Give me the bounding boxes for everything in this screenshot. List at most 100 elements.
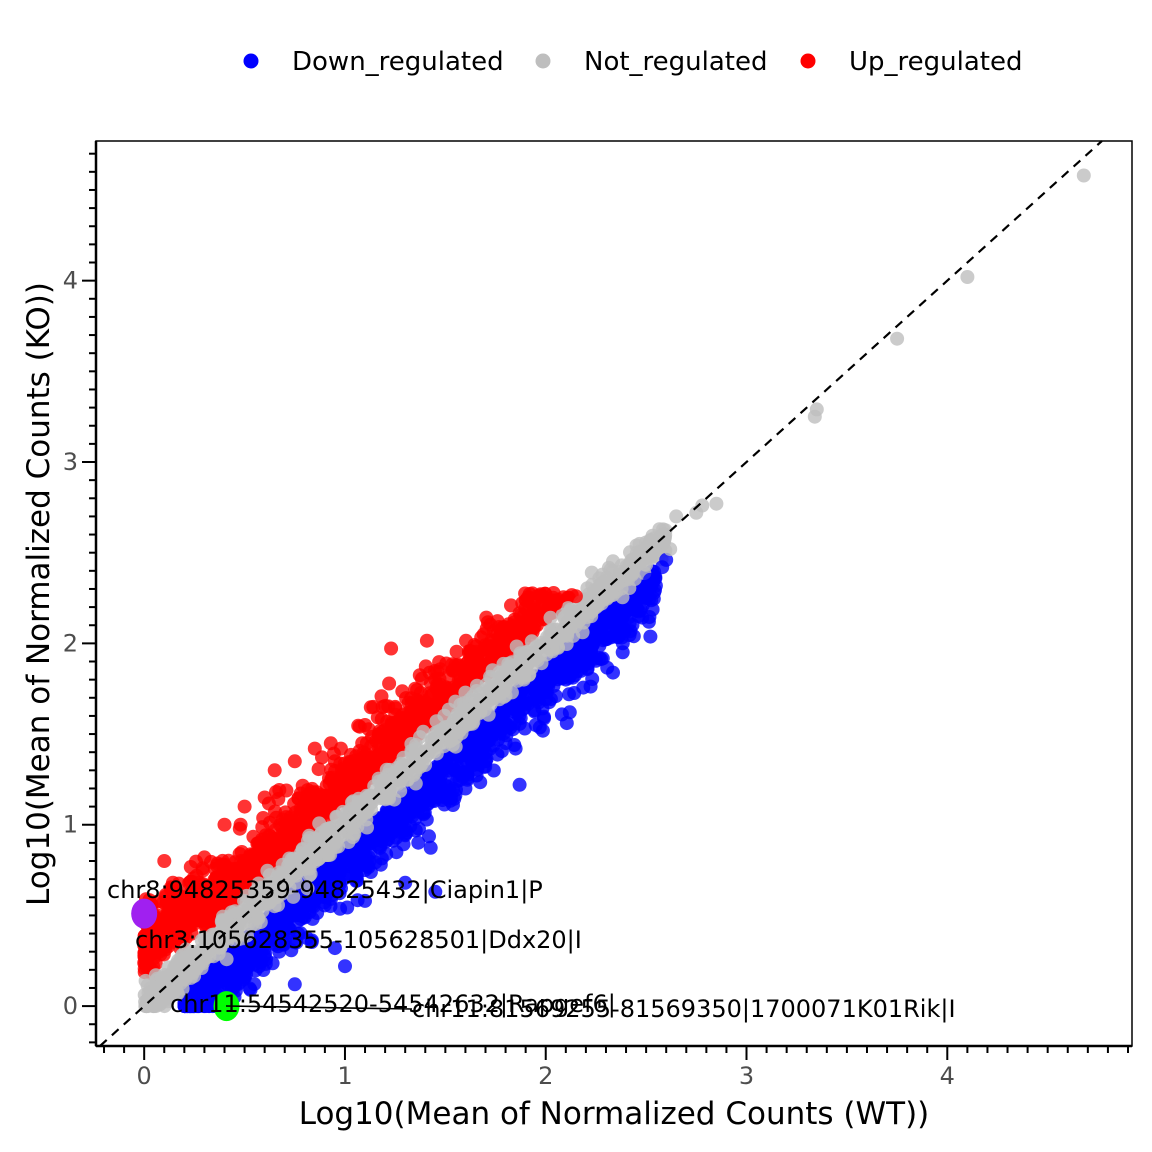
data-point (1076, 168, 1091, 183)
cloud-point (499, 673, 514, 688)
cloud-point (517, 721, 532, 736)
legend-marker-not-regulated (535, 53, 551, 69)
data-point (663, 542, 678, 557)
cloud-point (275, 812, 290, 827)
x-axis-title: Log10(Mean of Normalized Counts (WT)) (299, 1096, 930, 1132)
cloud-point (258, 828, 273, 843)
cloud-point (229, 932, 244, 947)
cloud-point (384, 641, 399, 656)
cloud-point (562, 687, 576, 702)
cloud-point (555, 657, 570, 672)
point-annotations: chr8:94825359-94825432|Ciapin1|P chr3:10… (107, 876, 956, 1023)
cloud-point (527, 704, 542, 719)
data-point (562, 705, 577, 720)
cloud-point (258, 956, 273, 971)
cloud-point (276, 868, 291, 882)
data-point (659, 552, 674, 567)
x-tick-label: 1 (337, 1062, 352, 1090)
cloud-point (412, 821, 426, 836)
cloud-point (340, 900, 355, 915)
y-tick-label: 3 (63, 448, 78, 476)
cloud-point (615, 590, 630, 605)
cloud-point (163, 968, 178, 983)
cloud-point (400, 808, 414, 823)
cloud-point (645, 602, 660, 617)
x-tick-label: 0 (137, 1062, 152, 1090)
data-point (257, 790, 272, 805)
legend-label-down-regulated: Down_regulated (292, 47, 504, 77)
cloud-point (228, 975, 243, 990)
data-point (388, 699, 403, 714)
cloud-point (486, 624, 501, 639)
cloud-point (543, 673, 558, 688)
cloud-point (260, 863, 275, 878)
data-point (528, 718, 543, 732)
cloud-point (419, 633, 434, 648)
data-point (558, 672, 573, 687)
cloud-point (385, 772, 400, 787)
cloud-point (148, 956, 163, 971)
cloud-point (519, 593, 534, 608)
cloud-point (286, 851, 301, 866)
data-point (237, 944, 252, 959)
data-point (307, 741, 322, 756)
data-point (639, 591, 654, 605)
cloud-point (182, 876, 197, 890)
data-point (197, 850, 212, 865)
cloud-point (355, 736, 370, 751)
cloud-point (191, 912, 205, 927)
cloud-point (474, 692, 489, 707)
cloud-point (479, 610, 494, 625)
series-up-regulated (147, 589, 583, 950)
annotation-leader-line (225, 1005, 413, 1010)
cloud-point (258, 841, 272, 856)
legend-marker-down-regulated (243, 53, 259, 69)
cloud-point (499, 632, 514, 647)
cloud-point (632, 555, 647, 570)
data-point (358, 718, 372, 732)
data-point (358, 893, 372, 908)
cloud-point (179, 916, 194, 931)
data-point (695, 498, 710, 513)
cloud-point (331, 857, 346, 872)
cloud-point (423, 840, 438, 855)
highlight-point-0 (131, 898, 158, 929)
data-point (528, 603, 543, 618)
cloud-point (583, 591, 598, 605)
cloud-point (517, 696, 532, 711)
cloud-point (593, 624, 608, 639)
cloud-point (271, 886, 286, 901)
data-point (448, 658, 463, 673)
cloud-point (188, 895, 203, 910)
data-point (398, 875, 413, 890)
legend: Down_regulated Not_regulated Up_regulate… (243, 47, 1022, 77)
cloud-point (363, 700, 378, 715)
cloud-point (265, 931, 280, 945)
diagonal-reference-line (99, 140, 1103, 1047)
data-point (237, 799, 252, 814)
data-point (398, 826, 413, 841)
cloud-point (618, 567, 633, 582)
cloud-point (382, 676, 397, 691)
data-point (548, 596, 563, 611)
cloud-point (382, 814, 397, 829)
cloud-point (291, 791, 306, 806)
data-point (890, 331, 905, 346)
cloud-point (312, 816, 327, 831)
cloud-point (373, 857, 388, 872)
data-point (428, 884, 443, 899)
cloud-point (422, 829, 436, 844)
cloud-point (359, 747, 374, 762)
data-point (508, 618, 523, 633)
cloud-point (419, 812, 434, 827)
cloud-point (625, 618, 640, 632)
cloud-point (354, 848, 368, 863)
data-point (317, 890, 332, 905)
cloud-point (358, 797, 373, 812)
data-point (327, 941, 342, 956)
cloud-point (425, 688, 440, 703)
cloud-point (550, 639, 565, 654)
data-point (333, 741, 348, 756)
cloud-point (342, 769, 357, 784)
